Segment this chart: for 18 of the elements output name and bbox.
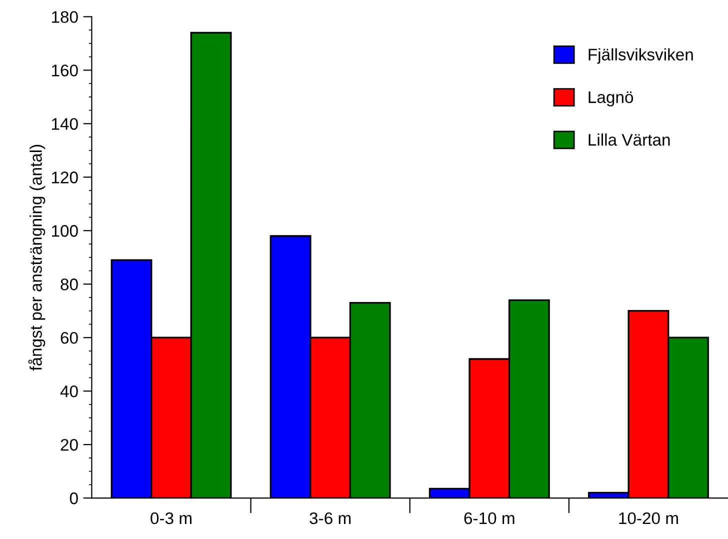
y-tick-label: 140 (52, 118, 78, 130)
y-tick-label: 60 (60, 332, 78, 344)
legend-label: Lagnö (588, 91, 634, 106)
y-tick-label: 160 (52, 64, 78, 76)
y-axis-title: fångst per ansträngning (antal) (28, 144, 46, 371)
legend-label: Fjällsviksviken (588, 48, 693, 64)
x-tick-label: 3-6 m (310, 512, 351, 524)
legend-label: Lilla Värtan (588, 133, 670, 146)
x-tick-label: 0-3 m (150, 512, 192, 524)
x-tick-label: 10-20 m (619, 512, 678, 524)
y-tick-label: 20 (60, 438, 78, 451)
y-tick-label: 40 (60, 385, 78, 398)
y-tick-label: 80 (60, 278, 78, 290)
y-tick-label: 180 (52, 11, 78, 23)
x-tick-label: 6-10 m (464, 512, 514, 524)
y-tick-label: 0 (70, 492, 78, 504)
y-tick-label: 120 (52, 172, 78, 184)
y-tick-label: 100 (52, 225, 78, 237)
